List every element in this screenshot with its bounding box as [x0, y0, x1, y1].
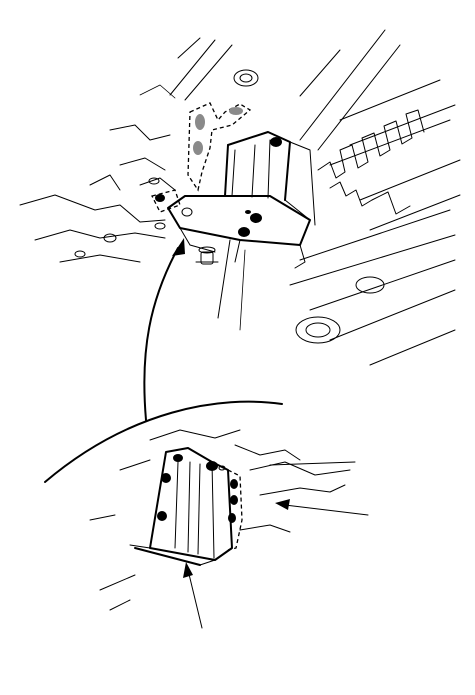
leader-line-upper	[217, 239, 231, 319]
zoom-arrow	[143, 238, 185, 421]
leader-arrow-right	[275, 499, 369, 516]
upper-assembly-view	[19, 29, 461, 366]
zoom-arrow-head	[172, 238, 185, 256]
sealer-area-lower	[227, 469, 243, 551]
lower-detail-view	[44, 400, 369, 629]
stud-bolt	[195, 246, 219, 265]
floor-panel-left	[19, 84, 176, 263]
upper-bracket	[167, 131, 316, 269]
leader-arrow-bottom	[183, 562, 203, 629]
body-rails	[169, 29, 461, 366]
detail-boundary-arc	[44, 400, 283, 483]
sealer-areas-upper	[151, 102, 252, 213]
weld-spots-upper	[155, 137, 282, 237]
weld-spots-lower	[157, 454, 238, 523]
panel-holes	[74, 69, 385, 344]
lower-bracket	[129, 447, 233, 566]
side-panel-ribs	[317, 109, 425, 179]
